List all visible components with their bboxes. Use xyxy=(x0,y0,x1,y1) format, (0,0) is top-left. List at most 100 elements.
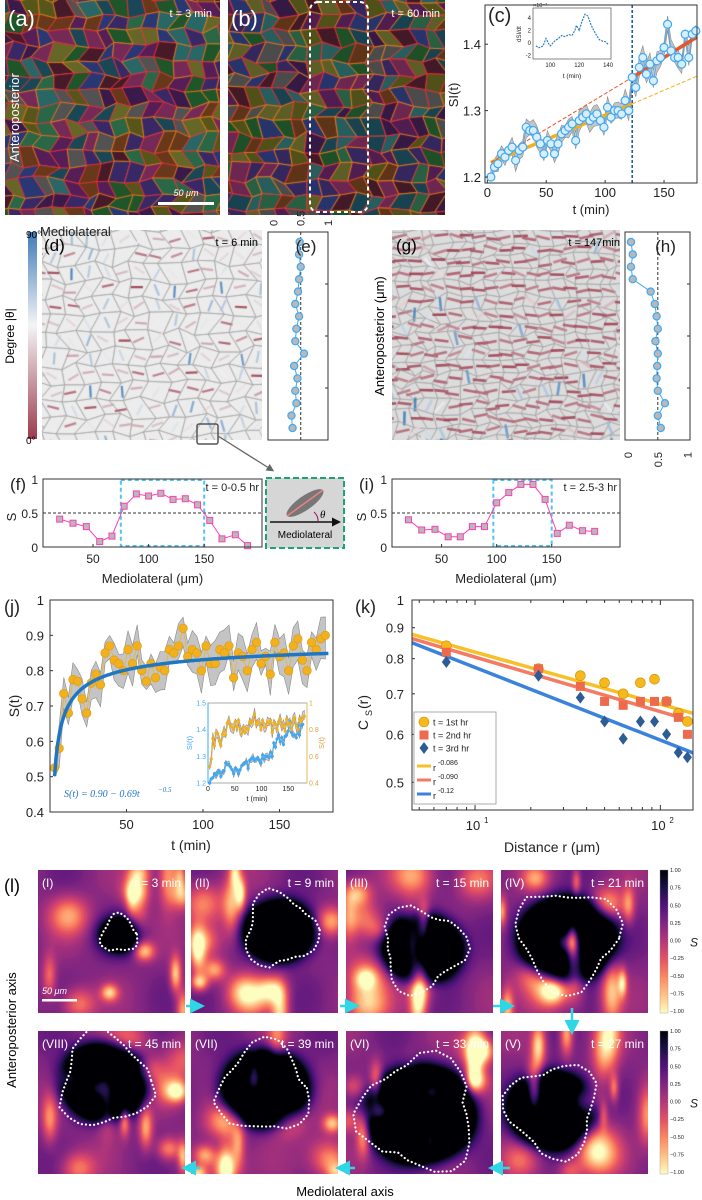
j-inset-s-point xyxy=(267,721,271,725)
k-point-circle xyxy=(617,688,629,700)
time-label-d: t = 6 min xyxy=(216,237,259,249)
j-inset-s-point xyxy=(280,725,284,729)
j-inset-si-point xyxy=(269,750,273,754)
j-panel-label: (j) xyxy=(4,597,20,617)
e-point xyxy=(293,287,303,296)
j-data-point xyxy=(141,676,151,686)
e-point xyxy=(294,275,304,284)
i-point xyxy=(541,495,549,503)
s-colorbar-tick-label: 0.00 xyxy=(670,1100,681,1106)
j-inset-si-point xyxy=(285,733,289,737)
k-point-diamond xyxy=(441,656,451,668)
k-point-square xyxy=(533,664,543,674)
j-ytick-label: 0.6 xyxy=(26,734,44,749)
colorbar-max-label: 90° xyxy=(26,230,41,241)
k-ytick-label: 0.5 xyxy=(386,775,404,790)
i-ytick-label: 0.5 xyxy=(370,507,387,521)
s-colorbar-tick-label: −1.00 xyxy=(670,1009,684,1015)
j-inset-si-point xyxy=(251,756,255,760)
k-legend-label: t = 3rd hr xyxy=(433,744,469,754)
time-label-g: t = 147min xyxy=(568,237,620,249)
j-data-point xyxy=(82,708,92,718)
k-point-square xyxy=(600,696,610,706)
h-panel-label: (h) xyxy=(655,237,676,256)
f-point xyxy=(82,523,90,531)
j-ylabel: S(t) xyxy=(6,695,22,718)
j-inset-xtick-label: 100 xyxy=(256,786,268,793)
c-inset-xlabel: t (min) xyxy=(563,73,581,80)
c-data-point xyxy=(677,59,687,69)
h-xtick-label: 1 xyxy=(683,452,695,458)
k-legend-fit-exponent: -0.086 xyxy=(438,760,458,767)
e-point xyxy=(292,399,301,408)
k-legend-box xyxy=(413,711,497,805)
j-ytick-label: 0.9 xyxy=(26,628,44,643)
order-map-8 xyxy=(38,1031,185,1174)
j-inset-s-point xyxy=(251,718,255,722)
c-xtick-label: 100 xyxy=(594,185,616,200)
order-map-5 xyxy=(501,1031,648,1174)
e-point xyxy=(291,337,300,346)
j-inset-right-tick-label: 1 xyxy=(309,701,313,708)
order-map-2 xyxy=(191,870,338,1013)
j-data-point xyxy=(293,634,303,644)
c-ytick-label: 1.2 xyxy=(463,170,481,185)
s-colorbar-tick-label: 1.00 xyxy=(670,1029,681,1035)
i-ytick-label: 1 xyxy=(380,473,387,487)
e-point xyxy=(296,262,305,271)
k-point-diamond xyxy=(534,669,543,682)
c-data-point xyxy=(571,135,581,146)
order-map-1 xyxy=(38,870,185,1013)
panel-label-a: (a) xyxy=(8,6,35,31)
e-xtick-label: 0 xyxy=(268,220,280,226)
j-inset-si-point xyxy=(272,741,276,745)
j-inset-si-point xyxy=(280,736,284,740)
j-inset-xtick-label: 0 xyxy=(206,786,210,793)
k-ytick-label: 1 xyxy=(397,593,404,608)
f-point xyxy=(108,532,116,540)
e-point xyxy=(292,324,301,333)
e-point xyxy=(291,386,300,395)
c-ytick-label: 1.4 xyxy=(463,37,481,52)
j-fit-equation: S(t) = 0.90 − 0.69t xyxy=(64,789,140,800)
j-data-point xyxy=(302,666,312,676)
c-inset-axes xyxy=(532,7,612,60)
c-data-point xyxy=(518,142,528,152)
c-data-point xyxy=(486,172,496,182)
j-data-point xyxy=(196,666,207,676)
j-fit-curve xyxy=(52,651,329,777)
c-inset-ytick-label: 4 xyxy=(528,16,532,22)
c-data-point xyxy=(493,159,503,169)
j-data-point xyxy=(150,673,161,683)
f-point xyxy=(69,519,77,527)
i-axes xyxy=(391,478,621,548)
map-time-label: t = 21 min xyxy=(591,876,644,890)
s-colorbar-tick-label: 0.50 xyxy=(670,903,681,909)
f-ytick-label: 0.5 xyxy=(21,507,38,521)
f-point xyxy=(244,542,252,550)
f-ylabel: S xyxy=(4,512,19,521)
k-ytick-label: 0.8 xyxy=(386,652,404,667)
j-inset-s-point xyxy=(269,718,273,722)
h-point xyxy=(650,299,660,309)
j-data-point xyxy=(201,641,211,651)
orientation-map-g xyxy=(392,230,620,440)
c-data-point xyxy=(599,122,609,132)
j-inset-si-point xyxy=(211,776,215,780)
tissue-image-a xyxy=(5,0,220,215)
k-point-diamond xyxy=(600,715,610,728)
j-inset-xlabel: t (min) xyxy=(246,794,268,803)
e-point xyxy=(294,250,304,259)
k-legend-fit-exponent: -0.12 xyxy=(438,788,454,795)
k-point-diamond xyxy=(635,715,645,728)
j-inset-right-tick-label: 0.6 xyxy=(309,754,319,761)
k-point-square xyxy=(635,696,645,706)
scale-bar-label: 50 μm xyxy=(174,188,199,198)
k-legend-marker xyxy=(418,716,430,728)
k-ylabel-main: C xyxy=(355,720,371,730)
j-data-point xyxy=(100,648,110,658)
j-inset-s-point xyxy=(240,732,244,736)
k-axes xyxy=(411,599,694,811)
j-inset-si-point xyxy=(293,733,297,737)
